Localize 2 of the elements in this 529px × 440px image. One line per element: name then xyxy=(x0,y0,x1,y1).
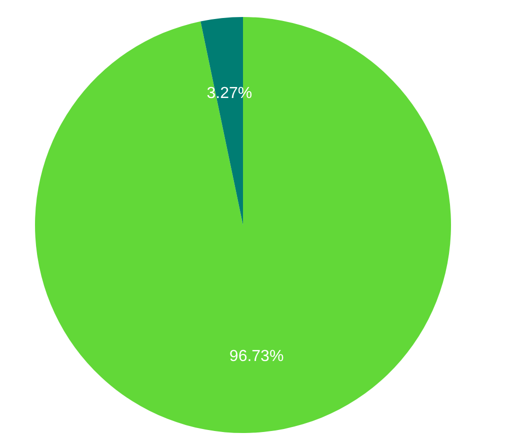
data-label: 3.27% xyxy=(206,85,252,102)
data-label: 96.73% xyxy=(229,348,284,365)
